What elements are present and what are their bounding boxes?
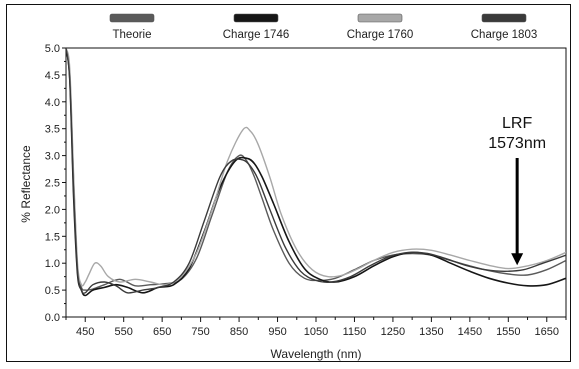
x-tick-label: 650 (153, 326, 171, 338)
x-tick-label: 1250 (381, 326, 405, 338)
legend-label-charge-1760: Charge 1760 (347, 29, 414, 41)
axes: 0.0 0.5 1.0 1.5 2.0 2.5 3.0 3.5 4.0 4.5 5.0 450 550 6… (45, 43, 567, 338)
series-line-charge-1746 (66, 48, 566, 297)
y-tick-label: 1.5 (45, 231, 60, 243)
series-line-charge-1803 (66, 48, 566, 294)
series-layer (66, 48, 566, 297)
legend-swatch-theorie (109, 13, 155, 23)
annotation-label-line2: 1573nm (488, 135, 546, 152)
y-tick-label: 1.0 (45, 258, 60, 270)
x-tick-label: 1150 (343, 326, 367, 338)
legend-label-charge-1746: Charge 1746 (223, 29, 290, 41)
legend-swatch-charge-1746 (233, 13, 279, 23)
y-tick-label: 5.0 (45, 43, 60, 55)
x-tick-label: 1650 (535, 326, 559, 338)
y-tick-label: 0.5 (45, 285, 60, 297)
chart-frame (6, 4, 571, 362)
legend-label-charge-1803: Charge 1803 (471, 29, 538, 41)
x-tick-label: 1550 (496, 326, 520, 338)
y-tick-label: 4.5 (45, 70, 60, 82)
annotation: LRF 1573nm (488, 115, 546, 266)
x-tick-label: 450 (76, 326, 94, 338)
legend-label-theorie: Theorie (113, 29, 152, 41)
y-tick-label: 3.5 (45, 124, 60, 136)
x-tick-label: 750 (191, 326, 209, 338)
x-tick-label: 1050 (304, 326, 328, 338)
y-tick-label: 0.0 (45, 312, 60, 324)
x-tick-label: 950 (268, 326, 286, 338)
x-tick-label: 550 (115, 326, 133, 338)
y-axis-title: % Reflectance (19, 145, 33, 223)
series-line-charge-1760 (66, 48, 566, 287)
annotation-arrow-head (511, 253, 524, 266)
x-tick-label: 1450 (458, 326, 482, 338)
y-tick-label: 2.5 (45, 178, 60, 190)
x-tick-label: 850 (230, 326, 248, 338)
legend: Theorie Charge 1746 Charge 1760 Charge 1803 (109, 13, 538, 41)
y-tick-label: 4.0 (45, 97, 60, 109)
x-tick-label: 1350 (419, 326, 443, 338)
y-tick-label: 2.0 (45, 204, 60, 216)
legend-swatch-charge-1803 (481, 13, 527, 23)
annotation-label-line1: LRF (502, 115, 532, 132)
legend-swatch-charge-1760 (357, 13, 403, 23)
y-tick-label: 3.0 (45, 151, 60, 163)
x-axis-title: Wavelength (nm) (271, 347, 362, 361)
series-line-theorie (66, 48, 566, 291)
